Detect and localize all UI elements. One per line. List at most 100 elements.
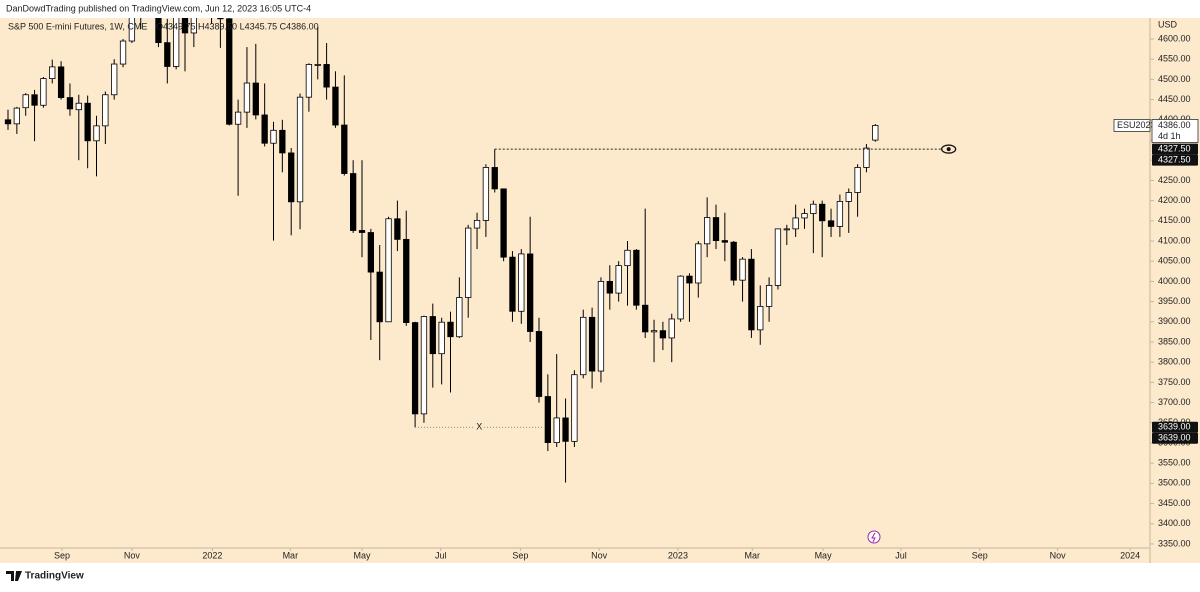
line-label: X bbox=[476, 422, 482, 432]
y-axis-label: USD bbox=[1158, 19, 1178, 29]
candle-body bbox=[500, 188, 507, 258]
price-tag-label: 3639.00 bbox=[1158, 433, 1191, 443]
symbol-tag bbox=[1113, 119, 1151, 132]
x-tick-label: 2022 bbox=[202, 550, 222, 560]
candle-body bbox=[279, 129, 286, 154]
x-tick-label: May bbox=[815, 550, 833, 560]
candle-body bbox=[411, 322, 419, 415]
candle-body bbox=[730, 241, 737, 281]
candle-body bbox=[252, 82, 259, 116]
candle-body bbox=[40, 78, 47, 106]
candle-body bbox=[57, 66, 65, 98]
candle-body bbox=[677, 275, 684, 320]
publisher: DanDowdTrading published on TradingView.… bbox=[6, 3, 311, 13]
x-tick-label: Jul bbox=[435, 550, 447, 560]
y-tick-label: 3900.00 bbox=[1158, 316, 1191, 326]
candle-body bbox=[819, 203, 826, 222]
price-tag-label: 4327.50 bbox=[1158, 154, 1191, 164]
x-tick-label: Nov bbox=[591, 550, 608, 560]
candle-body bbox=[739, 258, 746, 281]
candle-body bbox=[314, 64, 321, 66]
y-tick-label: 3750.00 bbox=[1158, 377, 1191, 387]
y-tick-label: 3400.00 bbox=[1158, 518, 1191, 528]
x-tick-label: May bbox=[353, 550, 371, 560]
candle-body bbox=[863, 147, 870, 168]
candle-body bbox=[181, 18, 189, 34]
candle-body bbox=[93, 125, 100, 142]
y-tick-label: 4600.00 bbox=[1158, 33, 1191, 43]
candle-body bbox=[358, 230, 366, 233]
price-tag-label: 4327.50 bbox=[1158, 143, 1191, 153]
alert-icon[interactable] bbox=[867, 530, 881, 544]
last-price-tag bbox=[1151, 119, 1199, 143]
candle-body bbox=[243, 82, 251, 113]
candle-body bbox=[650, 330, 658, 333]
x-tick-label: 2024 bbox=[1120, 550, 1140, 560]
y-tick-label: 4550.00 bbox=[1158, 54, 1191, 64]
candle-body bbox=[845, 192, 852, 202]
candle-body bbox=[288, 152, 295, 203]
candle-body bbox=[792, 217, 799, 230]
candle-body bbox=[535, 331, 543, 397]
x-tick-label: Mar bbox=[283, 550, 299, 560]
y-tick-label: 4500.00 bbox=[1158, 74, 1191, 84]
candle-body bbox=[341, 124, 348, 174]
candle-body bbox=[305, 64, 313, 98]
candle-body bbox=[13, 107, 20, 125]
candle-body bbox=[31, 94, 38, 106]
x-tick-label: Sep bbox=[972, 550, 988, 560]
candle-body bbox=[394, 218, 401, 240]
brand: TradingView bbox=[25, 571, 84, 582]
candle-body bbox=[367, 232, 374, 273]
alert-icon-bolt bbox=[871, 532, 876, 543]
candle-body bbox=[765, 285, 773, 307]
price-tag-label: 3639.00 bbox=[1158, 422, 1191, 432]
candle-body bbox=[111, 63, 118, 96]
candle-body bbox=[429, 316, 436, 355]
footer-bar bbox=[0, 563, 1200, 587]
candle-body bbox=[217, 18, 224, 20]
candle-body bbox=[606, 280, 613, 294]
candle-body bbox=[456, 297, 463, 338]
candle-body bbox=[261, 114, 268, 144]
x-tick-label: 2023 bbox=[668, 550, 688, 560]
candle-body bbox=[712, 217, 720, 241]
candle-body bbox=[270, 129, 277, 144]
candle-body bbox=[695, 243, 702, 284]
y-tick-label: 4050.00 bbox=[1158, 256, 1191, 266]
candle-body bbox=[562, 417, 569, 442]
candle-body bbox=[173, 18, 180, 67]
candle-body bbox=[827, 220, 835, 227]
y-tick-label: 4200.00 bbox=[1158, 195, 1191, 205]
candle-body bbox=[420, 316, 428, 415]
brand-logo bbox=[6, 571, 22, 581]
legend-title: S&P 500 E-mini Futures, 1W, CME bbox=[8, 21, 147, 31]
candle-body bbox=[447, 321, 454, 338]
candle-body bbox=[553, 417, 560, 443]
price-tag bbox=[1152, 154, 1198, 166]
price-tag bbox=[1152, 432, 1198, 444]
candle-body bbox=[659, 330, 667, 339]
legend-ohlc: O4349.75 H4389.50 L4345.75 C4386.00 bbox=[156, 21, 319, 31]
candle-body bbox=[704, 217, 711, 245]
price-tag bbox=[1152, 421, 1198, 433]
candle-body bbox=[4, 119, 12, 125]
candle-body bbox=[128, 18, 136, 42]
candle-body bbox=[190, 18, 197, 34]
candle-body bbox=[465, 227, 472, 298]
candle-body bbox=[544, 396, 551, 443]
candle-body bbox=[438, 321, 445, 355]
candle-body bbox=[473, 219, 481, 229]
candle-body bbox=[119, 40, 127, 65]
candles bbox=[4, 18, 879, 483]
y-tick-label: 3700.00 bbox=[1158, 397, 1191, 407]
y-tick-label: 3850.00 bbox=[1158, 336, 1191, 346]
candle-body bbox=[836, 200, 844, 227]
candle-body bbox=[350, 173, 357, 231]
header-bar bbox=[0, 0, 1200, 18]
last-price-label: 4386.00 bbox=[1158, 120, 1191, 130]
candle-body bbox=[757, 306, 764, 331]
candle-body bbox=[296, 96, 304, 203]
y-tick-label: 4450.00 bbox=[1158, 94, 1191, 104]
